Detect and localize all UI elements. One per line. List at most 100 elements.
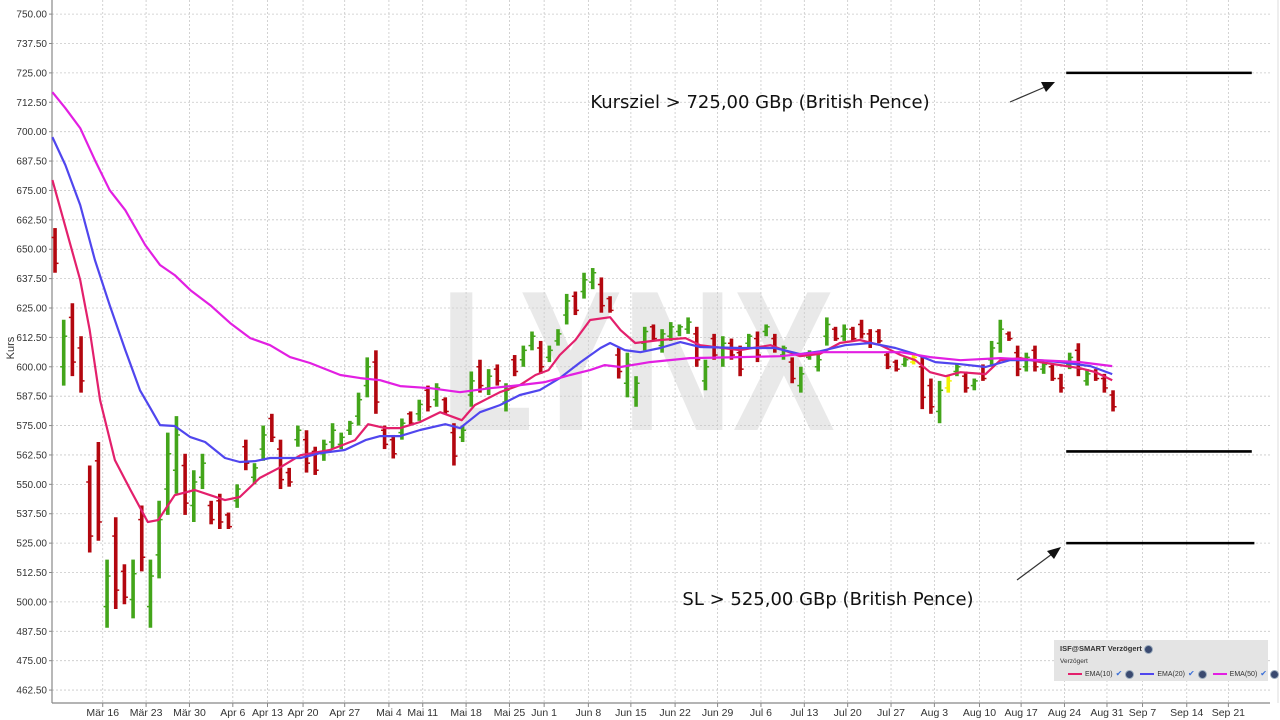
lynx-watermark: LYNX xyxy=(440,250,835,473)
target-arrow-icon xyxy=(1009,82,1055,103)
legend-items: EMA(10) ✔ EMA(20) ✔ EMA(50) ✔ xyxy=(1068,669,1279,679)
legend-item-ema20[interactable]: EMA(20) ✔ xyxy=(1140,669,1207,679)
x-tick-label: Jul 20 xyxy=(834,707,862,719)
ohlc-bar-up xyxy=(294,425,302,447)
legend-item-ema50[interactable]: EMA(50) ✔ xyxy=(1212,669,1279,679)
x-tick-label: Mai 11 xyxy=(407,707,438,719)
ohlc-bar-up xyxy=(198,453,206,490)
y-tick-label: 575.00 xyxy=(16,421,47,432)
ohlc-bar-down xyxy=(1109,390,1117,412)
ohlc-bar-down xyxy=(268,413,276,443)
ema50-label: EMA(50) xyxy=(1229,671,1258,678)
x-tick-label: Jun 15 xyxy=(615,707,647,719)
ohlc-bar-down xyxy=(277,439,285,490)
y-axis-label: Kurs xyxy=(5,336,17,359)
legend-item-ema10[interactable]: EMA(10) ✔ xyxy=(1068,669,1135,679)
ohlc-bar-up xyxy=(60,319,68,386)
x-tick-label: Jun 1 xyxy=(531,707,557,719)
grid xyxy=(52,0,1270,703)
ohlc-bar-up xyxy=(667,322,675,341)
check-icon[interactable]: ✔ xyxy=(1187,669,1195,678)
ohlc-bar-up xyxy=(259,425,267,461)
ohlc-bar-up xyxy=(589,268,597,290)
price-levels[interactable] xyxy=(1066,71,1255,545)
x-tick-label: Mai 4 xyxy=(376,707,402,719)
x-tick-label: Apr 27 xyxy=(329,707,360,719)
ohlc-bar-down xyxy=(615,347,623,379)
ohlc-bar-down xyxy=(424,385,432,412)
globe-icon[interactable] xyxy=(1269,669,1279,679)
ohlc-bar-up xyxy=(519,345,527,367)
x-tick-label: Jul 27 xyxy=(877,707,905,719)
ohlc-bar-down xyxy=(493,364,501,386)
ohlc-bar-down xyxy=(242,439,250,471)
y-tick-label: 550.00 xyxy=(16,480,47,491)
y-tick-label: 687.50 xyxy=(16,157,47,168)
x-axis: Mär 16 Mär 23 Mär 30 Apr 6 Apr 13 Apr 20 Apr 2… xyxy=(52,0,1279,719)
ohlc-bar-up xyxy=(988,340,996,367)
y-tick-label: 662.50 xyxy=(16,215,47,226)
ohlc-bar-down xyxy=(112,517,120,609)
check-icon[interactable]: ✔ xyxy=(1115,669,1123,678)
ohlc-bar-up xyxy=(363,357,371,398)
legend-title: ISF@SMART Verzögert xyxy=(1060,644,1154,654)
ohlc-bar-up xyxy=(701,359,709,391)
ohlc-bar-up xyxy=(563,293,571,325)
y-tick-label: 500.00 xyxy=(16,597,47,608)
ema20-label: EMA(20) xyxy=(1157,671,1185,678)
ohlc-bar-down xyxy=(224,512,232,530)
ohlc-bar-up xyxy=(762,324,770,337)
globe-icon[interactable] xyxy=(1125,669,1135,679)
ohlc-bar-up xyxy=(554,329,562,346)
ohlc-bar-down xyxy=(511,355,519,377)
ohlc-bar-up xyxy=(814,355,822,372)
ohlc-bar-up xyxy=(632,376,640,407)
ohlc-bar-down xyxy=(884,352,892,370)
x-tick-label: Mai 25 xyxy=(494,707,526,719)
ohlc-bar-down xyxy=(1057,373,1065,393)
globe-icon[interactable] xyxy=(1144,644,1154,654)
ohlc-bar-down xyxy=(372,350,380,414)
x-tick-label: Jun 29 xyxy=(702,707,734,719)
y-tick-label: 462.50 xyxy=(16,686,47,697)
x-tick-label: Jul 6 xyxy=(750,707,772,719)
y-tick-label: 487.50 xyxy=(16,627,47,638)
y-tick-label: 700.00 xyxy=(16,127,47,138)
ohlc-bar-down xyxy=(1074,343,1082,377)
ohlc-bar-down xyxy=(927,378,935,414)
ohlc-bar-down xyxy=(86,465,94,553)
x-tick-label: Jun 8 xyxy=(576,707,602,719)
ohlc-bar-up xyxy=(996,319,1004,353)
legend: ISF@SMART Verzögert Verzögert EMA(10) ✔ E… xyxy=(1054,640,1279,681)
ohlc-bar-up xyxy=(172,416,180,494)
ohlc-bar-down xyxy=(892,359,900,372)
x-tick-label: Sep 21 xyxy=(1212,707,1245,719)
ohlc-bar-down xyxy=(858,319,866,339)
y-tick-label: 475.00 xyxy=(16,656,47,667)
x-tick-label: Aug 31 xyxy=(1090,707,1123,719)
x-tick-label: Apr 20 xyxy=(288,707,319,719)
x-tick-label: Mär 23 xyxy=(130,707,163,719)
ohlc-bar-up xyxy=(970,378,978,391)
ohlc-bar-up xyxy=(467,371,475,407)
x-tick-label: Aug 3 xyxy=(921,707,949,719)
ema50-swatch xyxy=(1212,673,1227,676)
x-tick-label: Sep 7 xyxy=(1129,707,1157,719)
y-tick-label: 737.50 xyxy=(16,39,47,50)
ohlc-bar-down xyxy=(207,500,215,525)
ohlc-bar-down xyxy=(303,430,311,473)
check-icon[interactable]: ✔ xyxy=(1260,669,1267,678)
y-tick-label: 612.50 xyxy=(16,333,47,344)
x-tick-label: Aug 17 xyxy=(1004,707,1037,719)
ohlc-bar-down xyxy=(918,355,926,410)
globe-icon[interactable] xyxy=(1197,669,1207,679)
ohlc-bar-down xyxy=(285,467,293,487)
ohlc-bar-up xyxy=(840,324,848,341)
x-tick-label: Aug 24 xyxy=(1048,707,1081,719)
y-tick-label: 675.00 xyxy=(16,186,47,197)
ohlc-bar-down xyxy=(849,326,857,341)
ohlc-bar-up xyxy=(1022,352,1030,372)
ohlc-bar-down xyxy=(51,228,59,273)
y-tick-label: 537.50 xyxy=(16,509,47,520)
